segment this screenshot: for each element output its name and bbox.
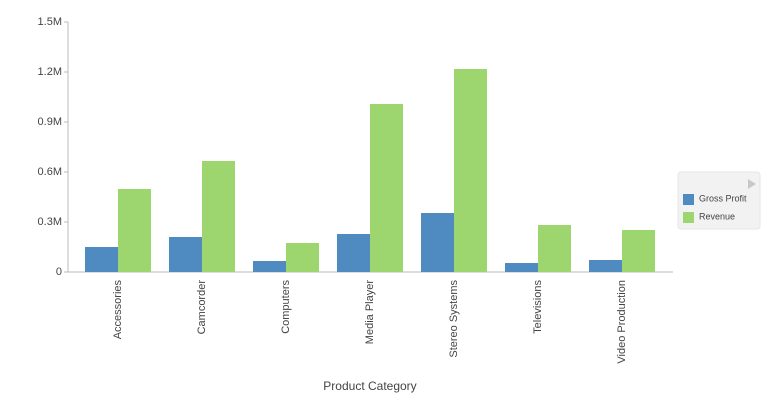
y-tick-label: 0.6M [38, 166, 62, 178]
x-tick-label: Video Production [616, 280, 628, 364]
y-tick-label: 0.3M [38, 216, 62, 228]
bar [421, 213, 454, 272]
bar [253, 261, 286, 272]
bar [286, 243, 319, 272]
x-tick-label: Accessories [112, 280, 124, 340]
x-tick-label: Media Player [364, 280, 376, 345]
bar [370, 104, 403, 272]
x-tick-label: Computers [280, 280, 292, 334]
bar [169, 237, 202, 272]
bar [454, 69, 487, 272]
legend-label: Gross Profit [699, 193, 747, 203]
x-tick-label: Stereo Systems [448, 280, 460, 358]
y-tick-label: 1.2M [38, 66, 62, 78]
y-tick-label: 0 [56, 266, 62, 278]
y-tick-label: 0.9M [38, 116, 62, 128]
bar [589, 260, 622, 272]
x-tick-label: Televisions [532, 280, 544, 334]
y-tick-label: 1.5M [38, 16, 62, 28]
legend-box [677, 171, 761, 230]
legend-swatch [683, 194, 694, 205]
bar [505, 263, 538, 272]
x-tick-label: Camcorder [196, 280, 208, 335]
x-axis-title: Product Category [323, 379, 416, 393]
legend-label: Revenue [699, 211, 735, 221]
bar [622, 230, 655, 272]
bar [337, 234, 370, 272]
bar [202, 161, 235, 272]
bar [538, 225, 571, 272]
bar [118, 189, 151, 272]
bar [85, 247, 118, 272]
legend-swatch [683, 212, 694, 223]
legend-arrow[interactable] [748, 179, 756, 189]
